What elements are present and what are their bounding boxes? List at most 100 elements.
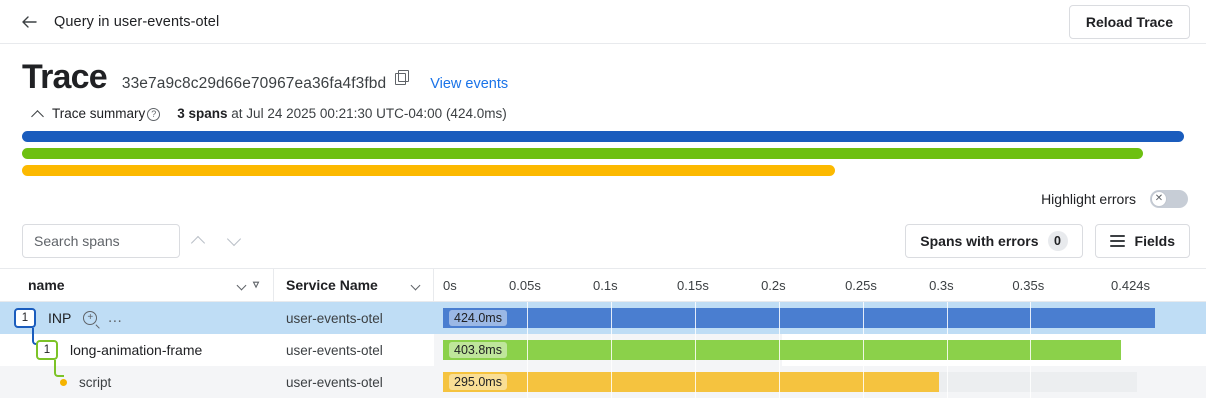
timeline-gridline [863, 334, 865, 366]
span-child-count-badge[interactable]: 1 [36, 340, 58, 360]
service-name-cell: user-events-otel [286, 342, 383, 358]
timeline-gridline [779, 302, 781, 334]
table-row[interactable]: script user-events-otel 295.0ms [0, 366, 1206, 398]
timeline-axis: 0s 0.05s 0.1s 0.15s 0.2s 0.25s 0.3s 0.35s 0.424s [434, 269, 1206, 301]
summary-bar-1 [22, 148, 1144, 159]
timeline-gridline [611, 366, 613, 398]
timeline-gridline [527, 334, 529, 366]
service-name-cell: user-events-otel [286, 310, 383, 326]
search-next-button[interactable] [216, 224, 252, 258]
column-header-name-label: name [28, 277, 65, 293]
reload-trace-button[interactable]: Reload Trace [1068, 5, 1190, 39]
timeline-gridline [527, 366, 529, 398]
axis-tick-7: 0.35s [1012, 278, 1045, 293]
timeline-gridline [779, 366, 781, 398]
span-name-label: long-animation-frame [70, 342, 203, 358]
table-row[interactable]: 1 long-animation-frame user-events-otel 403… [0, 334, 1206, 366]
chevron-down-icon[interactable] [410, 280, 421, 291]
timeline-gridline [1030, 302, 1032, 334]
copy-icon[interactable] [395, 70, 410, 85]
span-timeline-cell: 403.8ms [434, 334, 1206, 366]
axis-tick-8: 0.424s [1111, 278, 1151, 293]
column-header-service[interactable]: Service Name [274, 269, 434, 301]
table-row[interactable]: 1 INP + … user-events-otel 424.0ms [0, 302, 1206, 334]
page-title: Trace [22, 58, 108, 96]
search-prev-button[interactable] [180, 224, 216, 258]
span-leaf-dot-icon [60, 378, 67, 386]
timeline-gridline [695, 302, 697, 334]
span-duration-bar[interactable]: 295.0ms [443, 372, 939, 392]
view-events-link[interactable]: View events [430, 76, 509, 92]
help-icon[interactable]: ? [147, 108, 161, 121]
timeline-gridline [1030, 334, 1032, 366]
timeline-gridline [611, 302, 613, 334]
spans-toolbar: Spans with errors 0 Fields [0, 214, 1206, 269]
axis-tick-4: 0.2s [761, 278, 786, 293]
trace-summary-meta: 3 spans at Jul 24 2025 00:21:30 UTC-04:0… [177, 106, 506, 121]
span-duration-label: 295.0ms [449, 374, 507, 390]
list-icon [1109, 234, 1125, 248]
span-child-count-badge[interactable]: 1 [14, 308, 36, 328]
timeline-gridline [947, 334, 949, 366]
spans-with-errors-label: Spans with errors [920, 233, 1039, 249]
tree-connector-green [54, 360, 64, 377]
span-duration-label: 424.0ms [449, 310, 507, 326]
timeline-gridline [527, 302, 529, 334]
trace-timestamp: at Jul 24 2025 00:21:30 UTC-04:00 (424.0… [227, 106, 507, 121]
trace-header: Trace 33e7a9c8c29d66e70967ea36fa4f3fbd V… [0, 44, 1206, 94]
timeline-gridline [695, 366, 697, 398]
chevron-up-icon[interactable] [32, 107, 45, 120]
zoom-in-icon[interactable]: + [83, 311, 98, 325]
timeline-gridline [947, 366, 949, 398]
search-input[interactable] [22, 224, 180, 258]
trace-summary-bars [0, 121, 1206, 176]
service-name-cell: user-events-otel [286, 374, 383, 390]
trace-summary-header: Trace summary ? 3 spans at Jul 24 2025 0… [0, 94, 1206, 121]
table-body: 1 INP + … user-events-otel 424.0ms 1 long-anima… [0, 302, 1206, 398]
timeline-gridline [947, 302, 949, 334]
chevron-down-icon [226, 231, 242, 247]
fields-label: Fields [1134, 233, 1175, 249]
axis-tick-1: 0.05s [509, 278, 541, 293]
spans-with-errors-button[interactable]: Spans with errors 0 [905, 224, 1083, 258]
toggle-knob-close-icon: ✕ [1151, 191, 1167, 207]
timeline-gridline [863, 302, 865, 334]
axis-tick-2: 0.1s [593, 278, 618, 293]
span-count: 3 spans [177, 106, 228, 121]
highlight-errors-label: Highlight errors [1041, 191, 1136, 207]
spans-table: name ▿ Service Name 0s 0.05s 0.1s 0.15s 0.2s… [0, 269, 1206, 398]
timeline-gridline [1030, 366, 1032, 398]
span-timeline-cell: 424.0ms [434, 302, 1206, 334]
span-duration-bar[interactable]: 424.0ms [443, 308, 1155, 328]
span-name-label: script [79, 374, 112, 390]
fields-button[interactable]: Fields [1094, 224, 1190, 258]
sort-icon[interactable]: ▿ [253, 277, 260, 291]
axis-tick-5: 0.25s [845, 278, 877, 293]
span-duration-label: 403.8ms [449, 342, 507, 358]
top-bar: Query in user-events-otel Reload Trace [0, 0, 1206, 44]
arrow-left-icon[interactable] [18, 11, 40, 33]
span-duration-bar[interactable]: 403.8ms [443, 340, 1121, 360]
trace-id: 33e7a9c8c29d66e70967ea36fa4f3fbd [121, 75, 387, 92]
breadcrumb-title: Query in user-events-otel [54, 13, 220, 30]
spans-with-errors-count: 0 [1047, 231, 1068, 251]
timeline-gridline [695, 334, 697, 366]
span-name-cell: 1 INP + … [0, 302, 274, 334]
axis-tick-6: 0.3s [929, 278, 954, 293]
highlight-errors-toggle[interactable]: ✕ [1150, 190, 1188, 208]
column-header-service-label: Service Name [286, 277, 378, 293]
table-header-row: name ▿ Service Name 0s 0.05s 0.1s 0.15s 0.2s… [0, 269, 1206, 302]
more-options-icon[interactable]: … [107, 309, 124, 326]
chevron-up-icon [190, 235, 206, 251]
chevron-down-icon[interactable] [236, 280, 247, 291]
axis-tick-3: 0.15s [677, 278, 709, 293]
axis-tick-0: 0s [443, 278, 457, 293]
highlight-errors-row: Highlight errors ✕ [0, 182, 1206, 208]
column-header-name[interactable]: name ▿ [0, 269, 274, 301]
summary-bar-2 [22, 165, 836, 176]
timeline-gridline [611, 334, 613, 366]
span-name-label: INP [48, 310, 72, 326]
span-timeline-cell: 295.0ms [434, 366, 1206, 398]
trace-summary-label[interactable]: Trace summary [52, 106, 146, 121]
timeline-gridline [863, 366, 865, 398]
